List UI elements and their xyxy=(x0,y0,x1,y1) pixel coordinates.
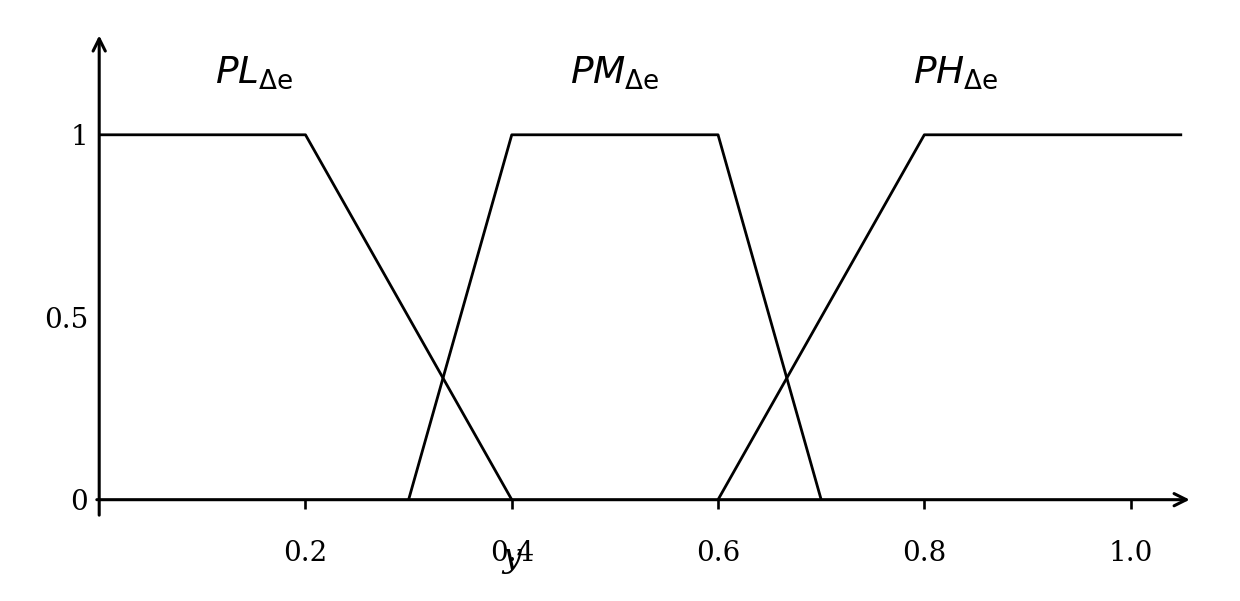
Text: $\mathit{PL}_{\Delta \mathrm{e}}$: $\mathit{PL}_{\Delta \mathrm{e}}$ xyxy=(215,55,293,91)
Text: $\mathit{PM}_{\Delta \mathrm{e}}$: $\mathit{PM}_{\Delta \mathrm{e}}$ xyxy=(570,55,660,91)
Text: $\mathit{PH}_{\Delta \mathrm{e}}$: $\mathit{PH}_{\Delta \mathrm{e}}$ xyxy=(913,55,998,91)
Text: y: y xyxy=(502,542,521,573)
